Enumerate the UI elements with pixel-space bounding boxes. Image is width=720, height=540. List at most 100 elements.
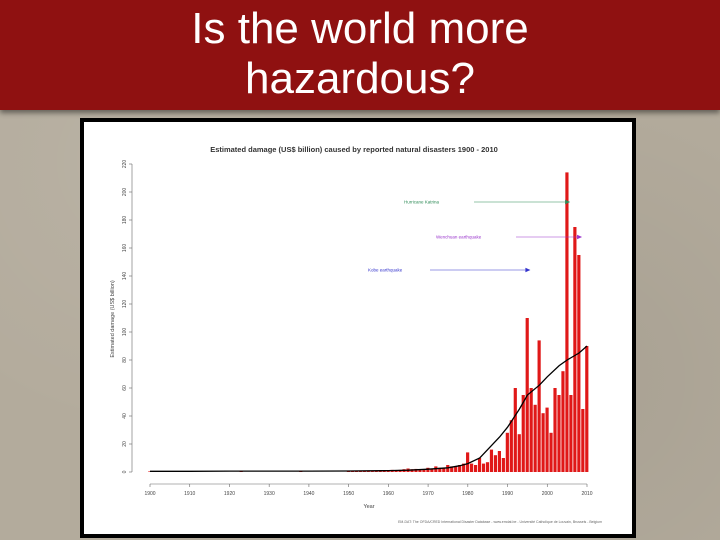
- bar: [485, 462, 490, 472]
- y-tick-label: 0: [122, 470, 128, 473]
- annotations: Hurricane Katrina Wenchuan earthquake Kobe…: [368, 199, 583, 273]
- bar: [513, 388, 517, 472]
- bar: [497, 451, 501, 472]
- chart-panel: Estimated damage (US$ billion) caused by…: [84, 122, 632, 534]
- bar: [374, 471, 378, 472]
- x-axis: 1900 1910 1920 1930 1940 1950 1960 1970 1980 1990…: [144, 483, 593, 497]
- bar: [481, 463, 486, 472]
- trend-line: [150, 345, 588, 472]
- bar: [450, 466, 454, 472]
- annotation-arrow-head: [577, 234, 583, 240]
- slide-title: Is the world more hazardous?: [0, 4, 720, 104]
- bar: [148, 471, 152, 472]
- chart-title: Estimated damage (US$ billion) caused by…: [210, 145, 498, 154]
- bar: [454, 466, 458, 472]
- bar: [581, 409, 585, 472]
- bar: [462, 463, 466, 472]
- bar: [414, 468, 418, 472]
- x-tick-label: 1960: [383, 491, 394, 497]
- x-axis-label: Year: [363, 504, 374, 510]
- y-tick-label: 140: [122, 272, 128, 281]
- bar: [418, 469, 422, 472]
- bar: [545, 407, 549, 472]
- bar: [505, 432, 509, 472]
- x-tick-label: 2000: [542, 491, 553, 497]
- y-tick-label: 120: [122, 300, 128, 309]
- y-tick-label: 180: [122, 216, 128, 225]
- bar: [466, 452, 470, 472]
- bar: [394, 470, 398, 472]
- chart-frame: Estimated damage (US$ billion) caused by…: [80, 118, 636, 538]
- y-axis: 0 20 40 60 80 100 120 140 160 180 200 220: [122, 160, 133, 473]
- x-tick-label: 1900: [144, 491, 155, 497]
- bar: [577, 255, 581, 472]
- slide-title-line-2: hazardous?: [245, 54, 475, 103]
- bar: [442, 467, 446, 472]
- bar: [370, 471, 374, 472]
- y-tick-label: 100: [122, 328, 128, 337]
- y-tick-label: 60: [122, 385, 128, 391]
- bar: [350, 471, 354, 472]
- annotation-label: Hurricane Katrina: [404, 200, 440, 205]
- bar: [541, 413, 545, 472]
- trend-line-series: [150, 345, 588, 472]
- bar: [382, 470, 386, 472]
- bar: [426, 467, 430, 472]
- bar-series: [148, 172, 589, 472]
- x-tick-label: 2010: [581, 491, 592, 497]
- bar: [366, 471, 370, 472]
- y-tick-label: 200: [122, 188, 128, 197]
- bar: [346, 471, 351, 472]
- x-tick-label: 1990: [502, 491, 513, 497]
- x-tick-label: 1980: [462, 491, 473, 497]
- bar: [537, 340, 541, 472]
- annotation-arrow-head: [525, 267, 531, 273]
- slide-title-line-1: Is the world more: [191, 4, 529, 53]
- x-tick-label: 1920: [224, 491, 235, 497]
- y-tick-label: 20: [122, 441, 128, 447]
- bar: [585, 346, 589, 472]
- bar: [553, 388, 557, 472]
- annotation-label: Wenchuan earthquake: [436, 235, 482, 240]
- bar: [378, 470, 382, 472]
- bar: [458, 465, 462, 472]
- x-tick-label: 1910: [184, 491, 195, 497]
- annotation-arrow-head: [565, 199, 571, 205]
- bar: [509, 420, 513, 472]
- bar: [549, 432, 553, 472]
- x-tick-label: 1970: [423, 491, 434, 497]
- y-tick-label: 40: [122, 413, 128, 419]
- bar: [489, 449, 494, 472]
- bar: [430, 468, 434, 472]
- bar: [477, 458, 482, 472]
- bar: [446, 465, 450, 472]
- bar: [386, 470, 390, 472]
- title-bar: [0, 0, 720, 110]
- y-tick-label: 80: [122, 357, 128, 363]
- bar: [473, 465, 478, 472]
- bar: [422, 469, 426, 472]
- bar: [354, 471, 358, 472]
- bar: [493, 455, 498, 472]
- damage-bar-chart: Estimated damage (US$ billion) caused by…: [110, 145, 602, 524]
- bar: [438, 467, 442, 472]
- y-axis-label: Estimated damage (US$ billion): [110, 280, 116, 358]
- x-tick-label: 1940: [303, 491, 314, 497]
- bar: [557, 395, 561, 472]
- x-tick-label: 1950: [343, 491, 354, 497]
- bar: [533, 404, 537, 472]
- bar: [470, 463, 474, 472]
- bar: [517, 434, 521, 472]
- annotation-label: Kobe earthquake: [368, 268, 403, 273]
- y-tick-label: 160: [122, 244, 128, 253]
- source-note: EM-DAT: The OFDA/CRED International Disa…: [398, 520, 602, 524]
- bar: [501, 458, 505, 472]
- x-tick-label: 1930: [264, 491, 275, 497]
- y-tick-label: 220: [122, 160, 128, 169]
- bar: [573, 227, 577, 472]
- bar: [565, 172, 569, 472]
- bar: [358, 471, 362, 472]
- bar: [569, 395, 573, 472]
- bar: [561, 371, 565, 472]
- bar: [529, 388, 533, 472]
